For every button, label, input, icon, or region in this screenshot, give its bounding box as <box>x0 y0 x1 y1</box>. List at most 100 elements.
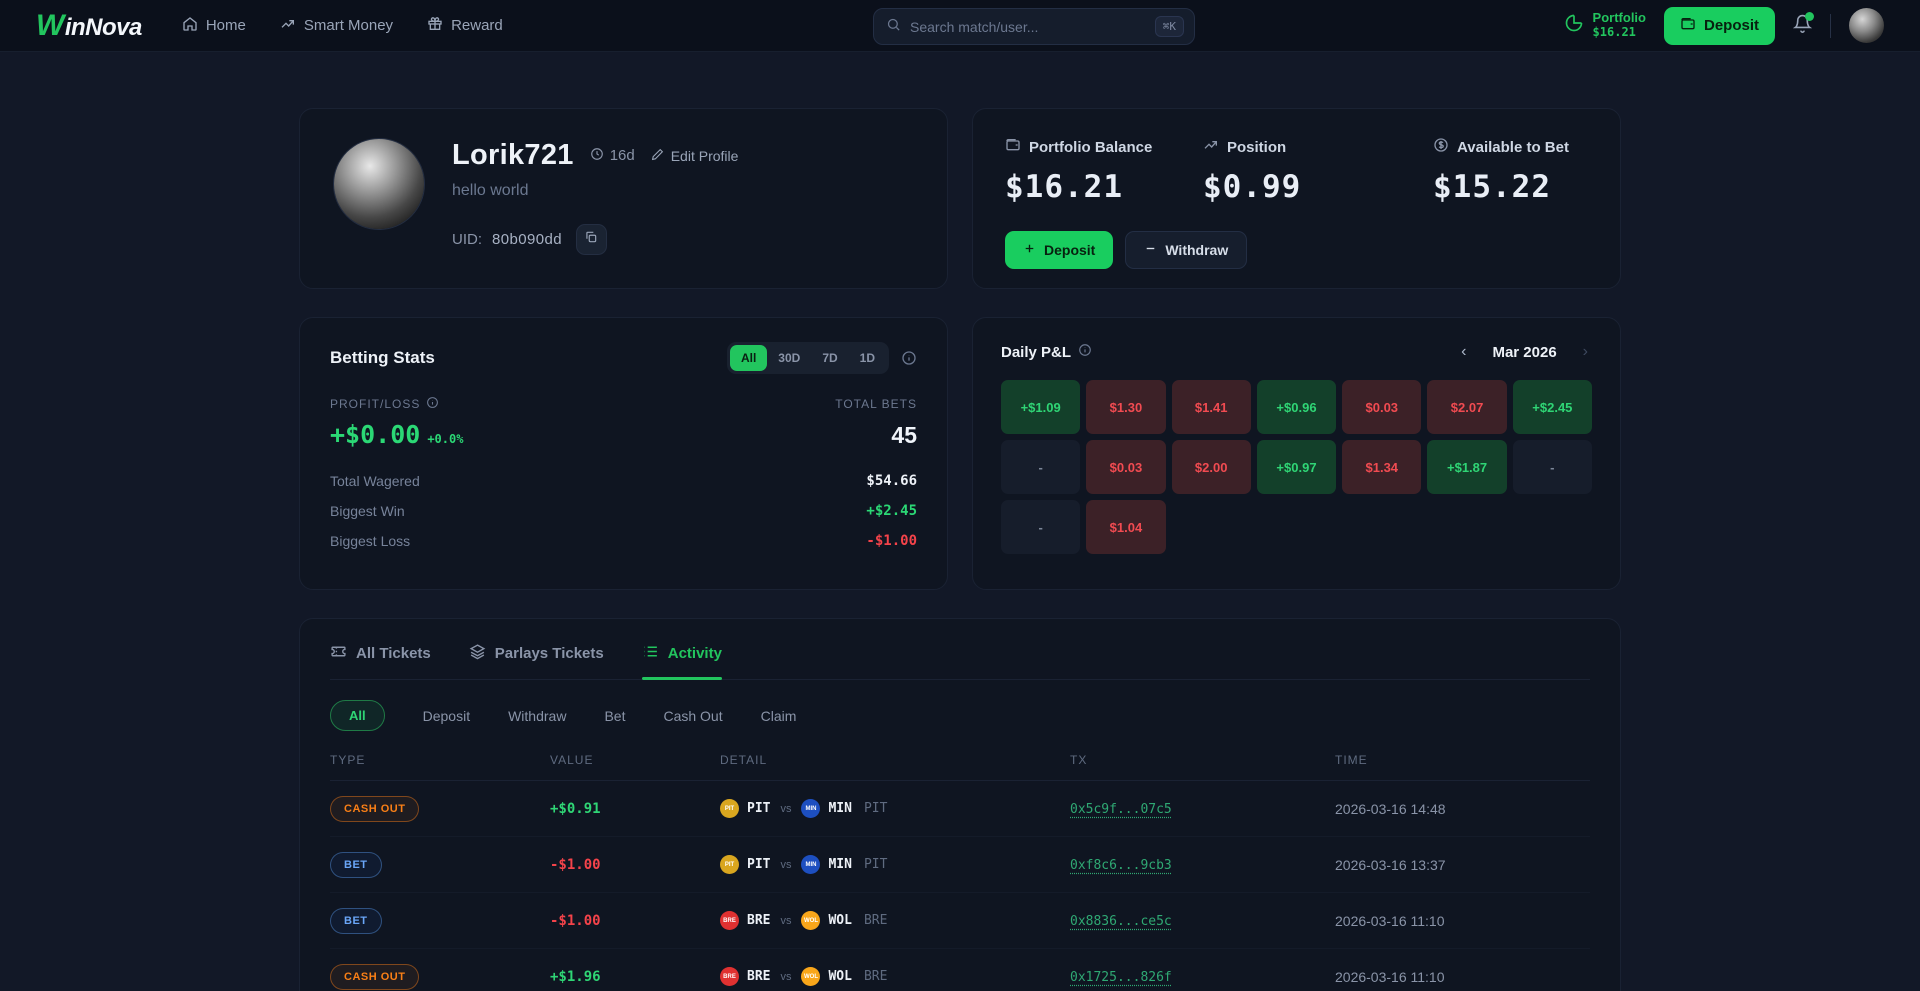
table-row: CASH OUT +$1.96 BRE BRE vs WOL WOL BRE 0… <box>330 949 1590 991</box>
next-month-button[interactable]: › <box>1579 342 1592 362</box>
pnl-cell[interactable]: +$0.96 <box>1256 380 1337 434</box>
search-bar[interactable]: ⌘K <box>873 8 1195 45</box>
team1-code: BRE <box>747 969 771 984</box>
portfolio-summary[interactable]: Portfolio $16.21 <box>1564 10 1646 40</box>
pnl-cell[interactable]: - <box>1001 500 1081 554</box>
tab-activity[interactable]: Activity <box>641 643 723 680</box>
team2-code: WOL <box>828 969 852 984</box>
ticket-icon <box>330 643 347 664</box>
top-bar: W inNova Home Smart Money Reward ⌘K Port… <box>0 0 1920 52</box>
portfolio-balance-label: Portfolio Balance <box>1029 138 1153 156</box>
profile-avatar[interactable] <box>334 139 424 229</box>
activity-filters: All Deposit Withdraw Bet Cash Out Claim <box>330 700 1590 731</box>
team2-code: WOL <box>828 913 852 928</box>
pie-chart-icon <box>1564 13 1584 38</box>
tx-link[interactable]: 0x5c9f...07c5 <box>1070 801 1172 817</box>
header-deposit-label: Deposit <box>1703 17 1759 34</box>
home-icon <box>182 16 198 36</box>
filter-30d[interactable]: 30D <box>767 345 811 371</box>
col-value: VALUE <box>550 753 594 767</box>
header-divider <box>1830 13 1831 38</box>
betting-stats-card: Betting Stats All 30D 7D 1D PROFIT/LOSS … <box>299 317 948 590</box>
pnl-cell[interactable]: +$1.09 <box>1001 380 1081 434</box>
total-bets-value: 45 <box>891 422 917 448</box>
pnl-cell[interactable]: $1.04 <box>1086 500 1166 554</box>
withdraw-button[interactable]: Withdraw <box>1125 231 1248 269</box>
daily-pnl-title: Daily P&L <box>1001 343 1092 361</box>
col-type: TYPE <box>330 753 366 767</box>
filter-withdraw[interactable]: Withdraw <box>508 707 567 724</box>
pnl-cell[interactable]: +$1.87 <box>1427 440 1507 494</box>
filter-7d[interactable]: 7D <box>811 345 848 371</box>
header-deposit-button[interactable]: Deposit <box>1663 6 1775 45</box>
uid-value: 80b090dd <box>492 231 562 248</box>
tx-link[interactable]: 0xf8c6...9cb3 <box>1070 857 1172 873</box>
pick-code: BRE <box>863 969 888 984</box>
nav-home-label: Home <box>205 17 246 34</box>
pnl-cell[interactable]: $1.30 <box>1086 380 1166 434</box>
pick-code: PIT <box>863 857 888 872</box>
pnl-cell[interactable]: $2.00 <box>1171 440 1251 494</box>
position-value: $0.99 <box>1203 169 1302 205</box>
user-avatar[interactable] <box>1849 8 1884 43</box>
vs-label: vs <box>780 970 792 983</box>
filter-all[interactable]: All <box>729 345 768 371</box>
tx-link[interactable]: 0x1725...826f <box>1070 969 1172 985</box>
tab-all-tickets[interactable]: All Tickets <box>330 643 431 679</box>
row-value: +$0.91 <box>550 800 601 817</box>
nav-reward-label: Reward <box>451 17 503 34</box>
info-icon[interactable] <box>901 350 917 366</box>
notifications-button[interactable] <box>1792 11 1814 38</box>
stat-position: Position $0.99 <box>1203 137 1433 206</box>
nav-smart-money-label: Smart Money <box>303 17 394 34</box>
edit-profile-button[interactable]: Edit Profile <box>651 147 739 164</box>
pnl-cell[interactable]: $0.03 <box>1086 440 1166 494</box>
pnl-cell[interactable]: $1.34 <box>1342 440 1422 494</box>
filter-1d[interactable]: 1D <box>849 345 886 371</box>
tx-link[interactable]: 0x8836...ce5c <box>1070 913 1172 929</box>
pnl-cell[interactable]: $1.41 <box>1171 380 1251 434</box>
edit-profile-label: Edit Profile <box>670 147 739 164</box>
tab-parlays-tickets[interactable]: Parlays Tickets <box>469 643 604 679</box>
team1-code: BRE <box>747 913 771 928</box>
filter-claim[interactable]: Claim <box>760 707 797 724</box>
portfolio-label: Portfolio <box>1592 10 1646 26</box>
pnl-cell[interactable]: +$2.45 <box>1512 380 1592 434</box>
info-icon[interactable] <box>426 396 439 412</box>
nav-home[interactable]: Home <box>182 16 246 36</box>
filter-bet[interactable]: Bet <box>604 707 626 724</box>
table-row: CASH OUT +$0.91 PIT PIT vs MIN MIN PIT 0… <box>330 781 1590 837</box>
team2-badge-icon: WOL <box>801 911 821 930</box>
vs-label: vs <box>780 914 792 927</box>
wallet-icon <box>1005 137 1021 157</box>
row-value: -$1.00 <box>550 856 601 873</box>
account-age: 16d <box>590 147 635 165</box>
search-input[interactable] <box>910 18 1146 35</box>
row-time: 2026-03-16 11:10 <box>1335 912 1445 929</box>
deposit-button[interactable]: Deposit <box>1005 231 1114 269</box>
pnl-cell[interactable]: - <box>1001 440 1081 494</box>
pnl-cell[interactable]: +$0.97 <box>1256 440 1337 494</box>
stat-row-biggest-win: Biggest Win +$2.45 <box>330 503 917 519</box>
logo[interactable]: W inNova <box>36 9 142 43</box>
prev-month-button[interactable]: ‹ <box>1457 342 1470 362</box>
team1-code: PIT <box>747 857 771 872</box>
nav-smart-money[interactable]: Smart Money <box>280 16 393 36</box>
pnl-cell[interactable]: $2.07 <box>1427 380 1507 434</box>
filter-deposit[interactable]: Deposit <box>422 707 471 724</box>
info-icon[interactable] <box>1078 343 1092 361</box>
type-badge: CASH OUT <box>330 963 420 990</box>
search-icon <box>886 17 901 37</box>
withdraw-button-label: Withdraw <box>1165 242 1229 258</box>
nav-reward[interactable]: Reward <box>427 16 503 36</box>
team2-code: MIN <box>828 857 852 872</box>
vs-label: vs <box>780 858 792 871</box>
filter-all[interactable]: All <box>330 700 385 731</box>
pnl-cell[interactable]: $0.03 <box>1342 380 1422 434</box>
plus-icon <box>1023 242 1036 258</box>
pnl-cell[interactable]: - <box>1512 440 1592 494</box>
profit-loss-value: +$0.00 <box>330 420 421 449</box>
col-time: TIME <box>1335 753 1368 767</box>
copy-uid-button[interactable] <box>575 224 607 255</box>
filter-cash-out[interactable]: Cash Out <box>663 707 723 724</box>
